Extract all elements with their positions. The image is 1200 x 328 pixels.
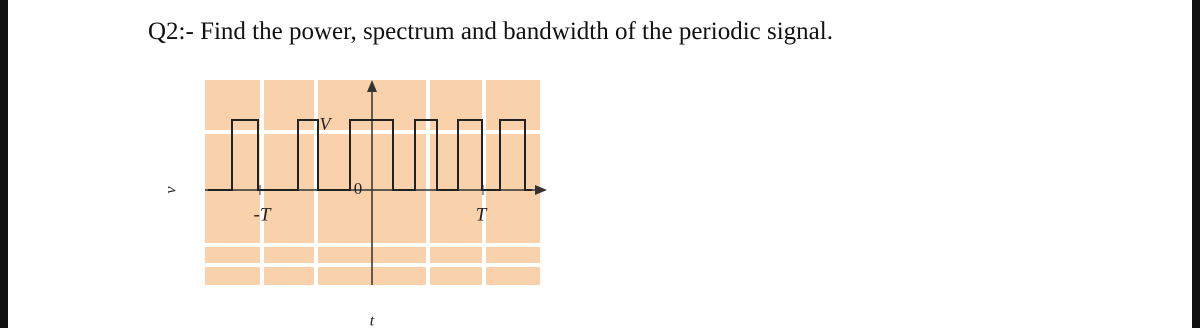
right-border xyxy=(1192,0,1200,328)
left-border xyxy=(0,0,8,328)
y-axis-label: v xyxy=(163,186,180,194)
amplitude-label: V xyxy=(320,114,333,134)
question: Q2:- Find the power, spectrum and bandwi… xyxy=(148,18,833,45)
x-axis-arrow xyxy=(535,185,547,195)
tick-label: -T xyxy=(254,204,272,225)
tick-label: T xyxy=(476,204,488,225)
x-axis-label: t xyxy=(370,313,375,328)
origin-label: 0 xyxy=(354,179,363,198)
y-axis-arrow xyxy=(367,80,377,92)
square-wave xyxy=(208,119,532,191)
